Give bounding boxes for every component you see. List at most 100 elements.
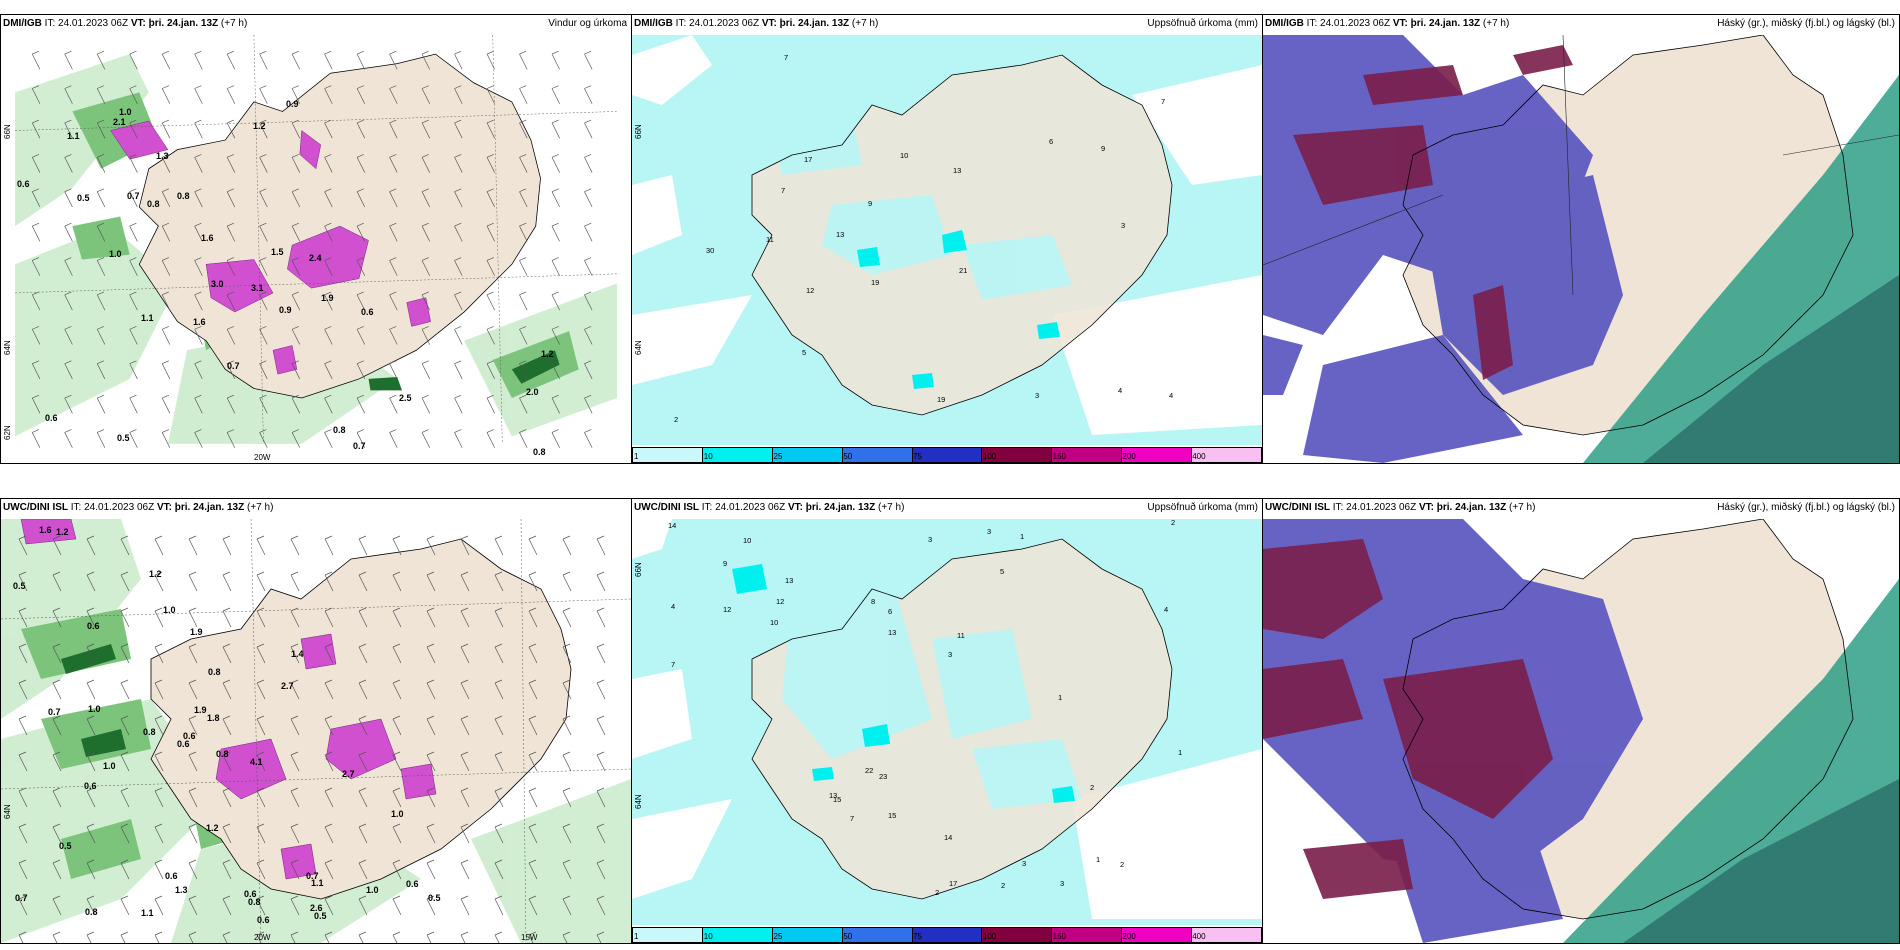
wind-barb-icon bbox=[154, 535, 164, 556]
value-label: 1.2 bbox=[253, 121, 266, 131]
wind-barb-icon bbox=[324, 895, 334, 916]
wind-barb-icon bbox=[392, 895, 402, 916]
wind-barb-icon bbox=[551, 50, 560, 70]
legend-swatch bbox=[1122, 928, 1193, 942]
wind-barb-icon bbox=[486, 360, 495, 380]
wind-barb-icon bbox=[584, 222, 593, 242]
wind-barb-icon bbox=[392, 751, 402, 772]
wind-barb-icon bbox=[52, 931, 61, 943]
value-label: 1.6 bbox=[193, 317, 206, 327]
wind-barb-icon bbox=[562, 751, 572, 772]
legend-swatch bbox=[842, 928, 913, 942]
wind-barb-icon bbox=[584, 360, 593, 380]
wind-barb-icon bbox=[426, 679, 436, 700]
wind-barb-icon bbox=[389, 257, 398, 276]
panel-header: UWC/DINI ISL IT: 24.01.2023 06Z VT: þri.… bbox=[1265, 499, 1897, 517]
wind-barb-icon bbox=[120, 607, 130, 628]
wind-barb-icon bbox=[154, 751, 164, 772]
wind-barb-icon bbox=[454, 394, 463, 414]
value-label: 0.8 bbox=[147, 199, 160, 209]
wind-barb-icon bbox=[356, 50, 366, 70]
wind-barb-icon bbox=[528, 931, 537, 943]
wind-barb-icon bbox=[290, 751, 300, 772]
wind-barb-icon bbox=[454, 119, 463, 139]
value-label: 7 bbox=[1161, 97, 1166, 106]
wind-barb-icon bbox=[86, 931, 95, 943]
wind-barb-icon bbox=[494, 643, 504, 664]
value-label: 12 bbox=[806, 286, 815, 295]
wind-barb-icon bbox=[389, 85, 398, 104]
value-label: 2 bbox=[1090, 783, 1095, 792]
wind-barb-icon bbox=[129, 360, 138, 380]
value-label: 3 bbox=[987, 527, 992, 536]
wind-barb-icon bbox=[356, 360, 366, 380]
wind-barb-icon bbox=[226, 222, 236, 242]
wind-barb-icon bbox=[486, 50, 495, 70]
legend-swatch bbox=[633, 448, 703, 462]
value-label: 30 bbox=[706, 246, 715, 255]
wind-barb-icon bbox=[52, 535, 62, 556]
wind-barb-icon bbox=[259, 188, 268, 208]
wind-barb-icon bbox=[528, 787, 538, 808]
wind-barb-icon bbox=[96, 222, 106, 242]
wind-barb-icon bbox=[454, 360, 463, 380]
wind-barb-icon bbox=[188, 787, 198, 808]
legend-tick: 75 bbox=[913, 932, 923, 941]
wind-barb-icon bbox=[562, 535, 572, 556]
wind-barb-icon bbox=[161, 154, 171, 173]
wind-barb-icon bbox=[356, 429, 366, 448]
wind-barb-icon bbox=[389, 291, 398, 311]
legend-swatch bbox=[912, 928, 983, 942]
wind-barb-icon bbox=[226, 50, 236, 70]
wind-barb-icon bbox=[494, 715, 504, 736]
wind-barb-icon bbox=[519, 50, 528, 70]
value-label: 6 bbox=[888, 607, 893, 616]
value-label: 1.6 bbox=[201, 233, 214, 243]
value-label: 0.5 bbox=[77, 193, 90, 203]
wind-barb-icon bbox=[129, 257, 138, 276]
value-label: 2.0 bbox=[526, 387, 539, 397]
wind-barb-icon bbox=[52, 643, 62, 664]
wind-barb-icon bbox=[161, 360, 171, 380]
value-label: 0.8 bbox=[143, 727, 156, 737]
lat-label: 64N bbox=[3, 804, 12, 819]
wind-barb-icon bbox=[194, 188, 203, 208]
wind-barb-icon bbox=[161, 188, 171, 208]
panel-header: DMI/IGB IT: 24.01.2023 06Z VT: þri. 24.j… bbox=[3, 15, 629, 33]
wind-barb-icon bbox=[426, 787, 436, 808]
wind-barb-icon bbox=[551, 394, 560, 414]
wind-barb-icon bbox=[519, 326, 528, 345]
legend-swatch bbox=[702, 448, 773, 462]
wind-barb-icon bbox=[421, 222, 430, 242]
value-label: 0.5 bbox=[117, 433, 130, 443]
wind-barb-icon bbox=[256, 823, 266, 844]
wind-barb-icon bbox=[154, 571, 164, 592]
wind-barb-icon bbox=[421, 394, 430, 414]
wind-barb-icon bbox=[454, 50, 463, 70]
wind-barb-icon bbox=[120, 643, 130, 664]
wind-barb-icon bbox=[494, 607, 504, 628]
wind-barb-icon bbox=[96, 257, 106, 276]
wind-barb-icon bbox=[120, 859, 130, 880]
wind-barb-icon bbox=[86, 751, 96, 772]
wind-barb-icon bbox=[562, 715, 572, 736]
legend-tick: 25 bbox=[773, 932, 783, 941]
wind-barb-icon bbox=[324, 859, 334, 880]
legend-swatch bbox=[982, 448, 1053, 462]
wind-barb-icon bbox=[259, 291, 268, 311]
value-label: 0.7 bbox=[48, 707, 61, 717]
wind-barb-icon bbox=[18, 607, 28, 628]
wind-barb-icon bbox=[64, 154, 73, 173]
value-label: 0.8 bbox=[177, 191, 190, 201]
wind-barb-icon bbox=[86, 571, 96, 592]
wind-barb-icon bbox=[161, 429, 171, 448]
value-label: 0.6 bbox=[87, 621, 100, 631]
lat-label: 66N bbox=[634, 124, 643, 139]
wind-barb-icon bbox=[256, 607, 266, 628]
wind-barb-icon bbox=[596, 895, 606, 916]
precip-legend bbox=[632, 447, 1262, 463]
wind-barb-icon bbox=[584, 291, 593, 311]
lat-label: 64N bbox=[634, 340, 643, 355]
value-label: 1 bbox=[1020, 532, 1025, 541]
legend-ticks: 1 10 25 50 75 100 150 200 400 bbox=[632, 452, 1260, 463]
